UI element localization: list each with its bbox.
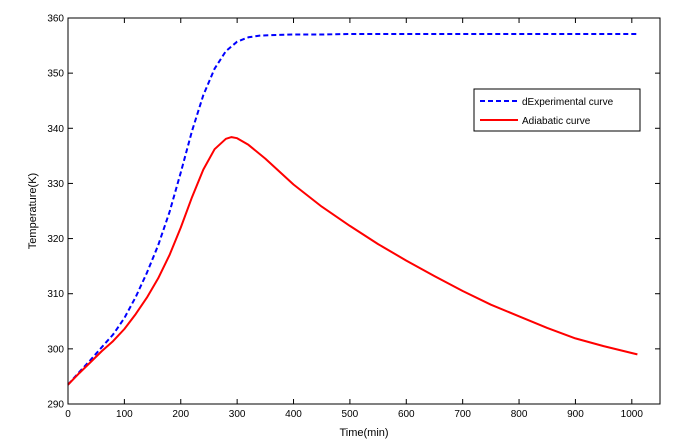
y-tick-label: 300 [47,344,64,355]
y-tick-label: 330 [47,179,64,190]
x-tick-label: 200 [172,409,189,420]
x-tick-label: 1000 [621,409,644,420]
y-tick-label: 310 [47,289,64,300]
x-tick-label: 0 [65,409,71,420]
x-axis-label: Time(min) [339,427,388,439]
x-tick-label: 700 [454,409,471,420]
y-tick-label: 340 [47,124,64,135]
legend-label-adiabatic: Adiabatic curve [522,116,591,127]
y-tick-label: 350 [47,69,64,80]
x-tick-label: 500 [342,409,359,420]
y-axis-label: Temperature(K) [27,173,39,249]
series-line-adiabatic [67,136,638,386]
axis-ticks: 0 100 200 300 400 500 600 700 800 900 1000 290 300 31… [47,14,660,420]
series-layer [67,33,638,386]
legend-box [473,88,641,132]
x-tick-label: 100 [116,409,133,420]
legend: dExperimental curve Adiabatic curve [473,88,641,132]
x-tick-label: 900 [567,409,584,420]
y-tick-label: 360 [47,14,64,25]
series-line-experimental [67,33,638,386]
x-tick-label: 600 [398,409,415,420]
x-tick-label: 300 [229,409,246,420]
plot-frame [67,17,661,405]
y-tick-label: 320 [47,234,64,245]
legend-label-experimental: dExperimental curve [522,97,614,108]
x-tick-label: 400 [285,409,302,420]
y-tick-label: 290 [47,400,64,411]
x-tick-label: 800 [511,409,528,420]
